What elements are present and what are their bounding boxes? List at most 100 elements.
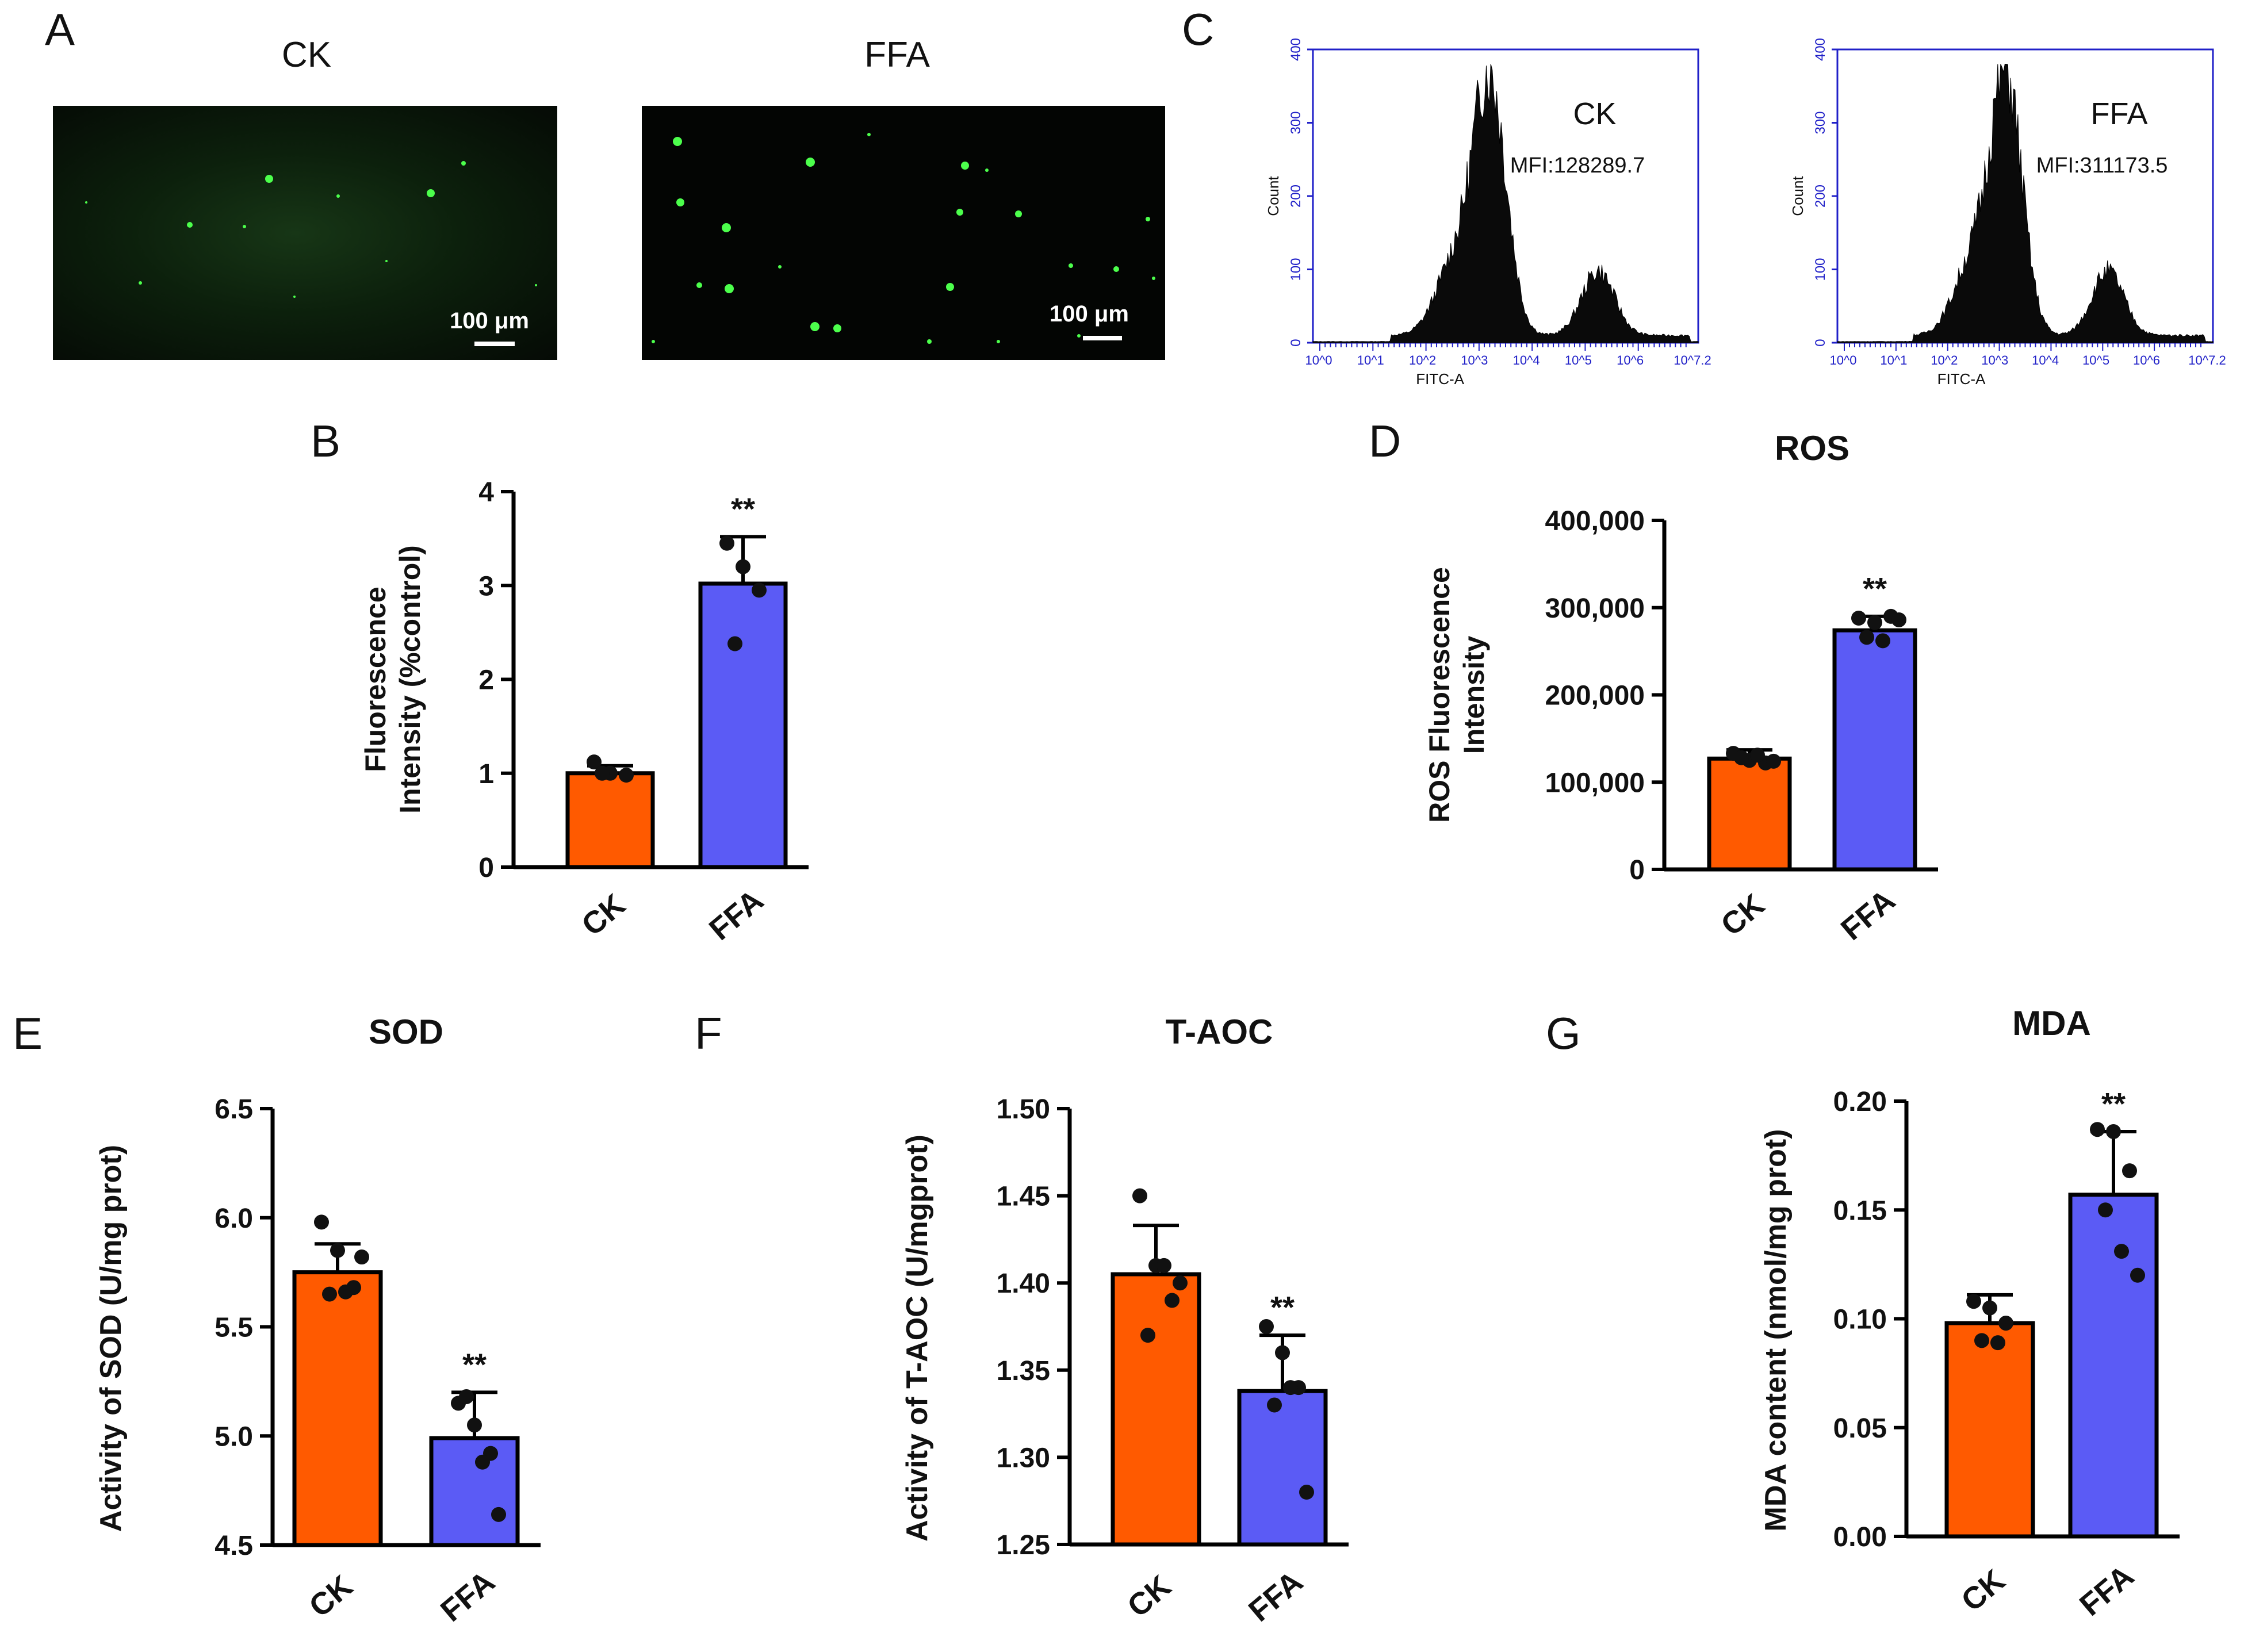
data-point <box>727 636 742 651</box>
histogram-x-label: FITC-A <box>1937 370 1986 388</box>
data-point <box>1140 1328 1155 1343</box>
scale-label-ck: 100 μm <box>450 308 529 334</box>
panel-label-g: G <box>1546 1008 1581 1059</box>
data-point <box>338 1284 353 1300</box>
y-tick-label: 1.25 <box>997 1530 1050 1561</box>
histogram-silhouette <box>1312 64 1699 343</box>
data-point <box>1851 610 1866 626</box>
chart-title: T-AOC <box>1166 1013 1273 1051</box>
y-tick-label: 400 <box>1288 38 1304 61</box>
chart-d: 0 100,000 200,000 300,000 400,000 ROS Fluores… <box>1423 429 1938 947</box>
data-point <box>1891 612 1906 627</box>
category-label: FFA <box>434 1564 501 1628</box>
y-tick-label: 0.00 <box>1833 1522 1887 1553</box>
micrograph-ck-title: CK <box>281 35 332 75</box>
data-point <box>1283 1380 1298 1396</box>
bar-ck <box>1707 756 1792 872</box>
micrograph-ffa-dots <box>652 133 1155 344</box>
y-tick-label: 0 <box>478 853 494 883</box>
data-point <box>752 582 767 598</box>
x-tick-label: 10^3 <box>1461 353 1488 367</box>
data-point <box>2098 1202 2113 1218</box>
category-label: CK <box>575 887 631 942</box>
histogram-mfi: MFI:128289.7 <box>1510 154 1645 178</box>
y-tick-label: 400 <box>1813 38 1828 61</box>
data-point <box>1750 748 1765 763</box>
y-tick-label: 400,000 <box>1545 506 1645 536</box>
bar-ck <box>1110 1272 1201 1547</box>
chart-g: 0.00 0.05 0.10 0.15 0.20 MDA content (nmol/mg… <box>1759 1004 2180 1623</box>
data-point <box>619 768 634 783</box>
y-tick-label: 0 <box>1813 339 1828 346</box>
y-tick-label: 6.0 <box>215 1203 253 1234</box>
y-tick-label: 300 <box>1288 111 1304 134</box>
micrograph-ck-dots <box>85 161 537 298</box>
data-point <box>736 559 750 574</box>
bar-ffa <box>698 581 788 869</box>
scale-bar-ck <box>474 342 515 346</box>
x-tick-label: 10^6 <box>1617 353 1644 367</box>
histogram-title: FFA <box>2090 97 2147 131</box>
panel-label-a: A <box>45 4 75 55</box>
data-point <box>1990 1335 2005 1351</box>
y-tick-label: 100,000 <box>1545 768 1645 798</box>
significance-marker: ** <box>1863 572 1887 606</box>
data-point <box>1165 1293 1180 1308</box>
y-tick-label: 0.20 <box>1833 1087 1887 1117</box>
x-tick-label: 10^4 <box>1513 353 1540 367</box>
data-point <box>1157 1258 1171 1273</box>
data-point <box>1132 1188 1147 1203</box>
histogram-x-label: FITC-A <box>1416 370 1464 388</box>
y-tick-label: 100 <box>1813 258 1828 281</box>
y-tick-label: 6.5 <box>215 1094 253 1125</box>
data-point <box>1867 615 1882 630</box>
data-point <box>1974 1333 1989 1348</box>
chart-b: 0 1 2 3 4 Fluorescence Intensity (%control) CK F… <box>359 477 809 947</box>
bar-ffa <box>1237 1389 1328 1547</box>
x-tick-label: 10^2 <box>1409 353 1436 367</box>
y-tick-label: 0 <box>1288 339 1304 346</box>
data-point <box>314 1214 329 1230</box>
data-point <box>322 1286 337 1302</box>
histogram-ffa: 0 100 200 300 400 10^0 10^1 10^2 10^3 10^4 10^5 10^… <box>1789 38 2226 388</box>
data-point <box>475 1454 490 1470</box>
data-point <box>587 754 602 770</box>
y-axis-label-line1: ROS Fluorescence <box>1423 567 1456 823</box>
data-point <box>1734 750 1749 765</box>
panel-label-d: D <box>1369 416 1401 466</box>
data-point <box>1299 1485 1314 1500</box>
y-tick-label: 2 <box>478 665 494 696</box>
histogram-silhouette <box>1837 64 2214 343</box>
y-tick-label: 200 <box>1813 185 1828 208</box>
category-label: CK <box>1121 1569 1177 1624</box>
data-point <box>467 1417 482 1433</box>
bar-ck <box>565 771 655 869</box>
data-point <box>2130 1267 2145 1283</box>
bar-ck <box>292 1270 383 1547</box>
data-point <box>1275 1345 1290 1360</box>
data-point <box>459 1389 474 1404</box>
y-tick-label: 300,000 <box>1545 593 1645 624</box>
data-point <box>1766 753 1781 769</box>
y-tick-label: 0.05 <box>1833 1413 1887 1444</box>
y-tick-label: 1.30 <box>997 1443 1050 1473</box>
y-tick-label: 5.5 <box>215 1313 253 1343</box>
category-label: FFA <box>703 883 770 947</box>
histogram-y-label: Count <box>1265 176 1282 216</box>
micrograph-ffa: 100 μm <box>642 106 1165 360</box>
y-axis-label: MDA content (nmol/mg prot) <box>1759 1129 1793 1532</box>
category-label: FFA <box>1835 883 1902 947</box>
x-tick-label: 10^7.2 <box>1674 353 1711 367</box>
data-point <box>491 1507 506 1522</box>
y-tick-label: 1.50 <box>997 1094 1050 1125</box>
y-tick-label: 200,000 <box>1545 681 1645 711</box>
y-tick-label: 4 <box>478 477 494 508</box>
significance-marker: ** <box>2101 1087 2126 1121</box>
bar-ffa <box>429 1436 520 1547</box>
category-label: CK <box>1714 887 1771 942</box>
data-point <box>1267 1397 1282 1413</box>
y-axis-label: Activity of SOD (U/mg prot) <box>94 1145 128 1532</box>
x-tick-label: 10^0 <box>1829 353 1856 367</box>
data-point <box>2106 1124 2121 1139</box>
